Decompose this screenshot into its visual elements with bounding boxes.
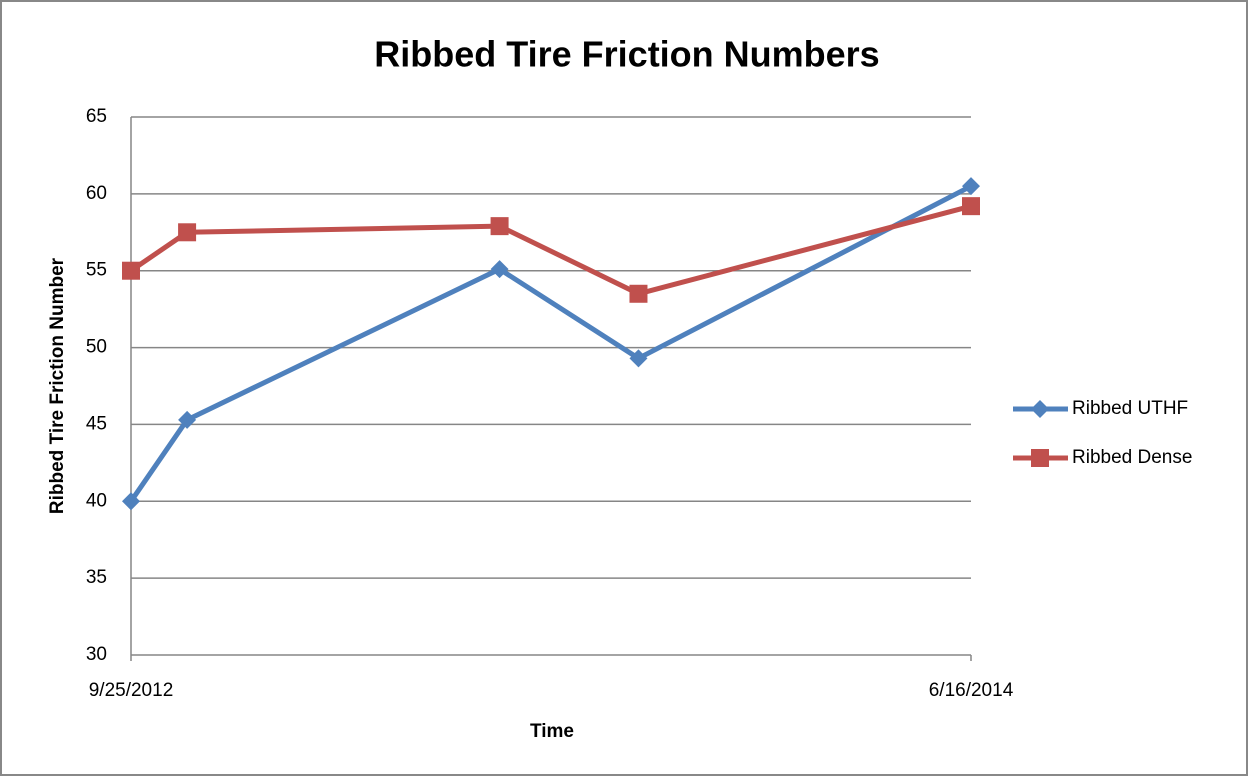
y-tick-label: 60 xyxy=(86,183,107,204)
y-tick-label: 35 xyxy=(86,567,107,588)
x-tick-label: 6/16/2014 xyxy=(929,680,1014,701)
y-tick-label: 65 xyxy=(86,106,107,127)
y-axis-label: Ribbed Tire Friction Number xyxy=(47,257,68,514)
legend-label: Ribbed UTHF xyxy=(1072,398,1188,419)
y-tick-label: 30 xyxy=(86,644,107,665)
y-tick-label: 45 xyxy=(86,413,107,434)
data-point xyxy=(962,177,980,196)
x-axis-label: Time xyxy=(530,721,574,742)
data-point xyxy=(629,349,648,368)
data-point xyxy=(122,261,140,280)
data-point xyxy=(962,197,980,216)
data-point xyxy=(178,223,197,242)
legend-marker xyxy=(1031,449,1049,467)
legend-label: Ribbed Dense xyxy=(1072,447,1192,468)
y-tick-label: 40 xyxy=(86,490,107,511)
data-point xyxy=(178,410,197,429)
data-point xyxy=(490,217,509,236)
x-tick-label: 9/25/2012 xyxy=(89,680,174,701)
y-tick-label: 55 xyxy=(86,260,107,281)
legend-marker xyxy=(1031,400,1049,418)
data-point xyxy=(629,284,648,303)
chart-title: Ribbed Tire Friction Numbers xyxy=(374,34,879,75)
data-point xyxy=(490,260,509,279)
data-point xyxy=(122,492,140,511)
y-tick-label: 50 xyxy=(86,337,107,358)
